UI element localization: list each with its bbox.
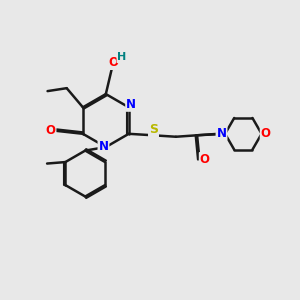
Text: O: O xyxy=(46,124,56,137)
Text: N: N xyxy=(126,98,136,111)
Text: N: N xyxy=(98,140,109,153)
Text: N: N xyxy=(217,127,226,140)
Text: O: O xyxy=(261,127,271,140)
Text: O: O xyxy=(200,153,210,166)
Text: O: O xyxy=(108,56,118,69)
Text: H: H xyxy=(117,52,127,62)
Text: S: S xyxy=(149,124,158,136)
